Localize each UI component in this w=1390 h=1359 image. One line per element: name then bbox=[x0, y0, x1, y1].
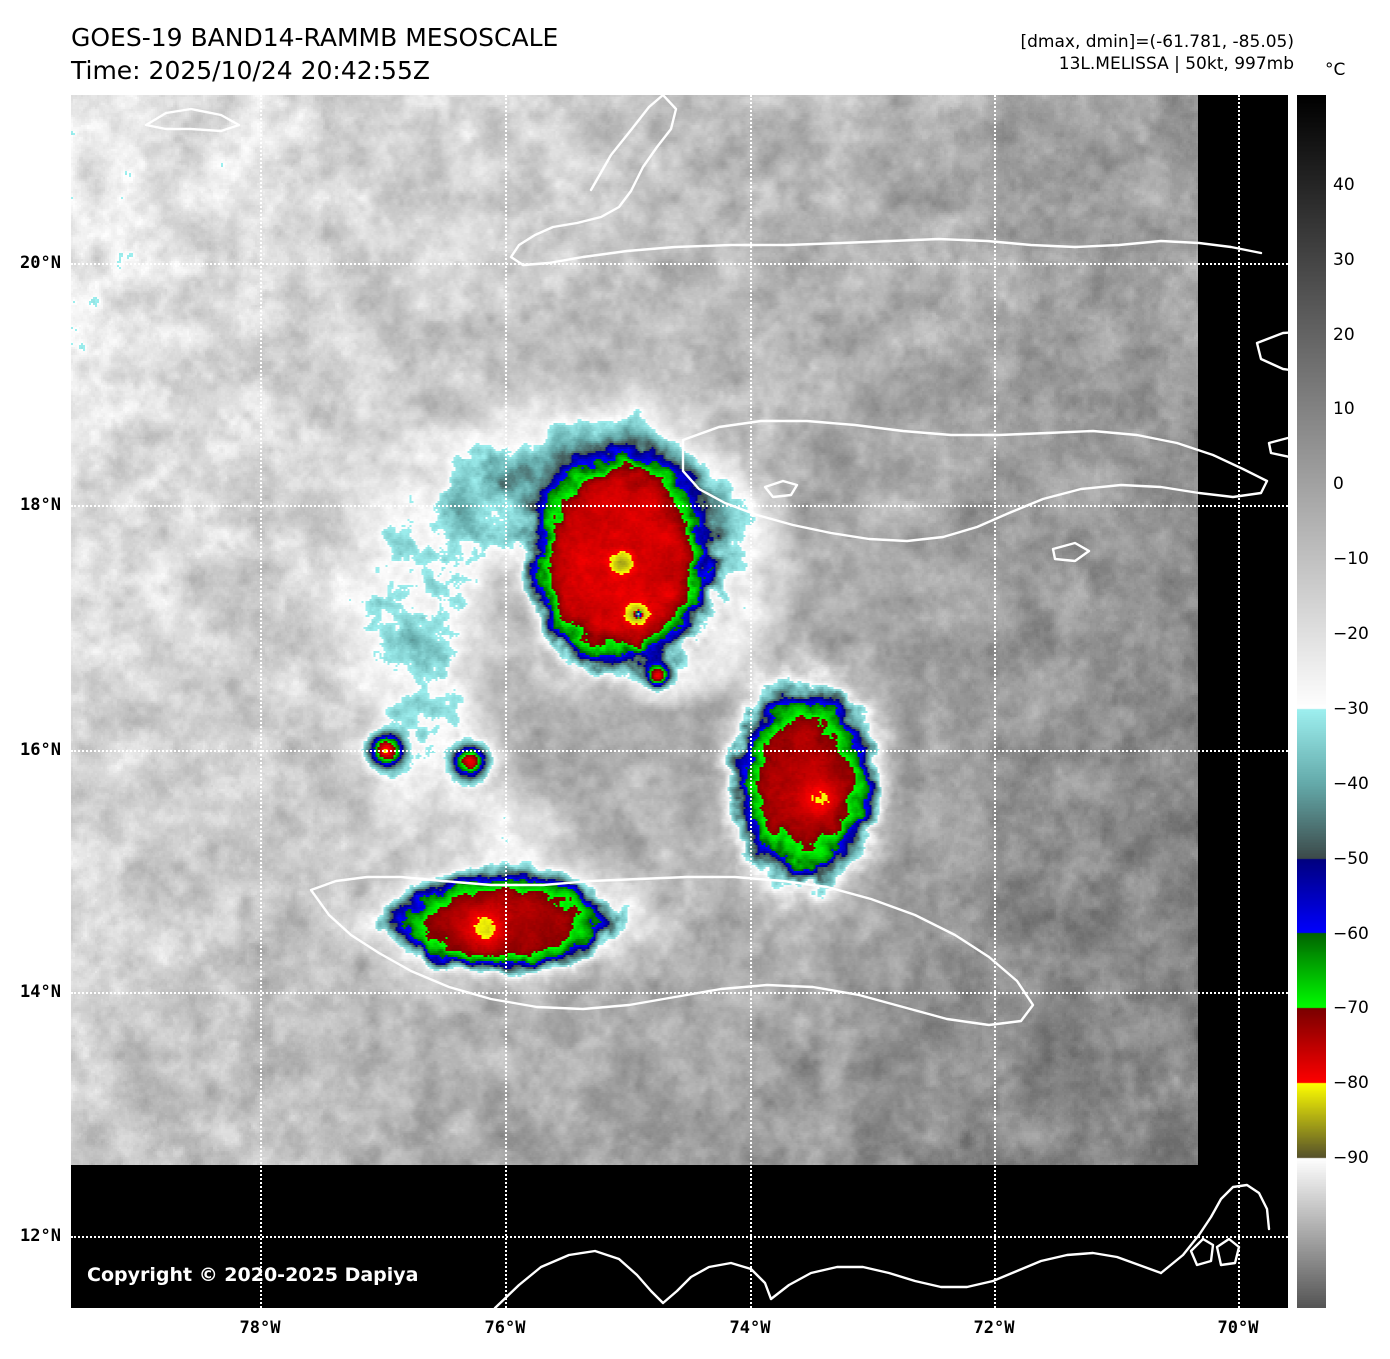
lon-tick-78°W: 78°W bbox=[239, 1318, 281, 1338]
lat-tick-20°N: 20°N bbox=[20, 253, 61, 273]
timestamp-label: Time: 2025/10/24 20:42:55Z bbox=[71, 55, 430, 85]
dmax-dmin-label: [dmax, dmin]=(-61.781, -85.05) bbox=[1020, 32, 1295, 52]
coastline-overlay bbox=[144, 95, 1288, 1308]
colorbar-tick--20: −20 bbox=[1333, 624, 1369, 645]
gridline-lat-3 bbox=[71, 992, 1288, 994]
lon-tick-70°W: 70°W bbox=[1217, 1318, 1259, 1338]
temperature-colorbar[interactable] bbox=[1297, 95, 1326, 1308]
gridline-lat-2 bbox=[71, 750, 1288, 752]
colorbar-tick--80: −80 bbox=[1333, 1073, 1369, 1094]
gridline-lon-3 bbox=[994, 95, 996, 1308]
colorbar-tick-20: 20 bbox=[1333, 324, 1355, 345]
colorbar-tick--40: −40 bbox=[1333, 773, 1369, 794]
colorbar-tick--70: −70 bbox=[1333, 998, 1369, 1019]
gridline-lat-4 bbox=[71, 1236, 1288, 1238]
satellite-image-panel[interactable]: Copyright © 2020-2025 Dapiya bbox=[71, 95, 1288, 1308]
satellite-raster bbox=[71, 95, 1198, 1165]
product-title: GOES-19 BAND14-RAMMB MESOSCALE bbox=[71, 23, 559, 52]
colorbar-gradient bbox=[1297, 95, 1326, 1308]
lat-tick-14°N: 14°N bbox=[20, 982, 61, 1002]
gridline-lon-2 bbox=[750, 95, 752, 1308]
lon-tick-74°W: 74°W bbox=[729, 1318, 771, 1338]
lat-lon-gridlines bbox=[71, 95, 1288, 1308]
lon-tick-76°W: 76°W bbox=[484, 1318, 526, 1338]
header-meta-block: [dmax, dmin]=(-61.781, -85.05) 13L.MELIS… bbox=[1021, 32, 1295, 76]
gridline-lat-0 bbox=[71, 263, 1288, 265]
colorbar-tick-0: 0 bbox=[1333, 474, 1344, 495]
colorbar-tick--30: −30 bbox=[1333, 698, 1369, 719]
colorbar-unit-label: °C bbox=[1325, 60, 1346, 80]
gridline-lat-1 bbox=[71, 505, 1288, 507]
gridline-lon-4 bbox=[1238, 95, 1240, 1308]
header-title-block: GOES-19 BAND14-RAMMB MESOSCALE Time: 202… bbox=[71, 22, 558, 87]
lat-tick-18°N: 18°N bbox=[20, 495, 61, 515]
storm-info-label: 13L.MELISSA | 50kt, 997mb bbox=[1058, 53, 1294, 74]
satellite-imagery bbox=[71, 95, 1198, 1165]
lat-tick-16°N: 16°N bbox=[20, 740, 61, 760]
lat-tick-12°N: 12°N bbox=[20, 1226, 61, 1246]
gridline-lon-0 bbox=[260, 95, 262, 1308]
gridline-lon-1 bbox=[505, 95, 507, 1308]
colorbar-tick-30: 30 bbox=[1333, 249, 1355, 270]
colorbar-tick-40: 40 bbox=[1333, 174, 1355, 195]
lon-tick-72°W: 72°W bbox=[973, 1318, 1015, 1338]
colorbar-tick--60: −60 bbox=[1333, 923, 1369, 944]
colorbar-tick--50: −50 bbox=[1333, 848, 1369, 869]
colorbar-tick-10: 10 bbox=[1333, 399, 1355, 420]
colorbar-tick--90: −90 bbox=[1333, 1148, 1369, 1169]
colorbar-tick--10: −10 bbox=[1333, 549, 1369, 570]
copyright-label: Copyright © 2020-2025 Dapiya bbox=[87, 1264, 419, 1286]
